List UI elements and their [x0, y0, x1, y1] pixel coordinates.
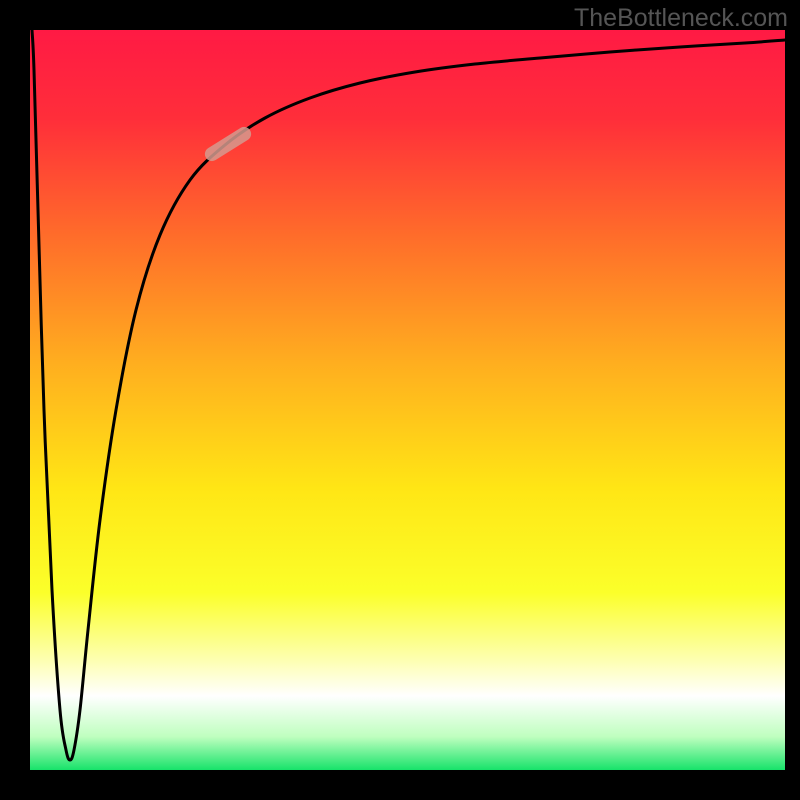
highlight-marker: [202, 124, 254, 163]
curve-layer: [30, 30, 785, 770]
watermark-text: TheBottleneck.com: [574, 4, 788, 33]
chart-stage: TheBottleneck.com: [0, 0, 800, 800]
plot-area: [30, 30, 785, 770]
bottleneck-curve: [32, 30, 785, 760]
